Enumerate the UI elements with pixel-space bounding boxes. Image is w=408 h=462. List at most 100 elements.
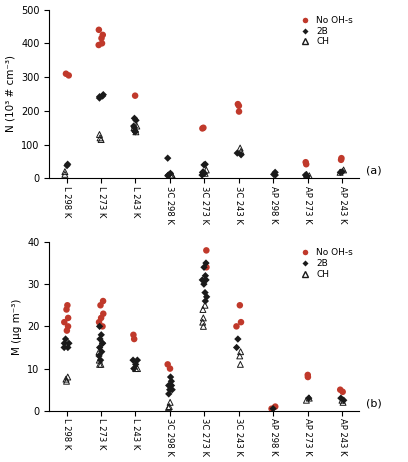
Point [200,306,206,313]
Point [131,335,137,343]
Legend: No OH-s, 2B, CH: No OH-s, 2B, CH [294,14,355,49]
Point [131,365,137,372]
Point [338,154,345,162]
Point [131,122,137,130]
Point [65,322,71,330]
Point [65,314,71,322]
Point [270,405,276,413]
Point [200,314,206,322]
Point [65,72,72,79]
Point [337,169,344,176]
Point [306,395,313,402]
Text: (b): (b) [366,398,382,408]
Point [64,373,71,381]
Point [306,395,312,402]
Point [134,357,141,364]
Point [167,373,174,381]
Point [235,335,241,343]
Point [63,377,70,385]
Point [237,148,244,155]
Point [64,160,71,168]
Point [62,170,68,178]
Point [304,173,310,181]
Point [64,344,71,351]
Point [134,365,141,372]
Point [168,382,175,389]
Point [199,171,205,179]
Point [203,247,210,254]
Point [132,128,138,135]
Text: (a): (a) [366,166,382,176]
Point [164,154,171,162]
Point [96,348,102,355]
Point [338,395,344,402]
Point [237,348,244,355]
Point [131,128,138,135]
Point [96,344,103,351]
Point [304,371,311,379]
Point [64,302,71,309]
Point [166,403,173,410]
Point [130,357,136,364]
Point [203,166,210,174]
Point [338,156,344,164]
Point [202,272,208,280]
Point [98,348,105,355]
Y-axis label: N (10³ # cm⁻³): N (10³ # cm⁻³) [6,55,16,133]
Point [98,331,104,339]
Point [235,100,241,108]
Point [97,134,103,141]
Point [61,340,68,347]
Point [233,344,240,351]
Point [96,361,103,368]
Point [133,116,139,124]
Point [202,289,208,296]
Point [100,31,106,39]
Point [237,302,243,309]
Point [96,318,102,326]
Point [340,166,347,174]
Point [99,322,106,330]
Point [132,126,139,133]
Point [201,170,208,177]
Point [199,169,206,176]
Point [201,264,207,271]
Point [166,390,172,398]
Point [165,382,172,389]
Point [99,340,106,347]
Point [340,396,347,404]
Point [202,302,208,309]
Point [233,322,240,330]
Point [133,122,140,130]
Point [165,404,172,411]
Point [237,144,244,152]
Point [96,322,103,330]
Point [236,108,242,115]
Point [199,276,206,284]
Point [97,335,103,343]
Point [200,322,207,330]
Point [199,125,206,132]
Point [133,361,139,368]
Point [164,172,171,179]
Point [238,151,244,158]
Point [169,172,175,179]
Point [96,131,103,138]
Point [130,331,137,339]
Point [64,162,70,169]
Point [165,171,172,179]
Point [303,160,310,168]
Point [303,170,310,178]
Point [64,327,70,334]
Point [95,41,102,49]
Point [132,365,139,372]
Point [63,376,69,383]
Point [302,171,309,179]
Point [302,158,309,166]
Point [169,386,175,394]
Point [303,396,310,404]
Point [271,170,277,178]
Point [339,396,345,404]
Point [203,276,209,284]
Point [169,171,175,179]
